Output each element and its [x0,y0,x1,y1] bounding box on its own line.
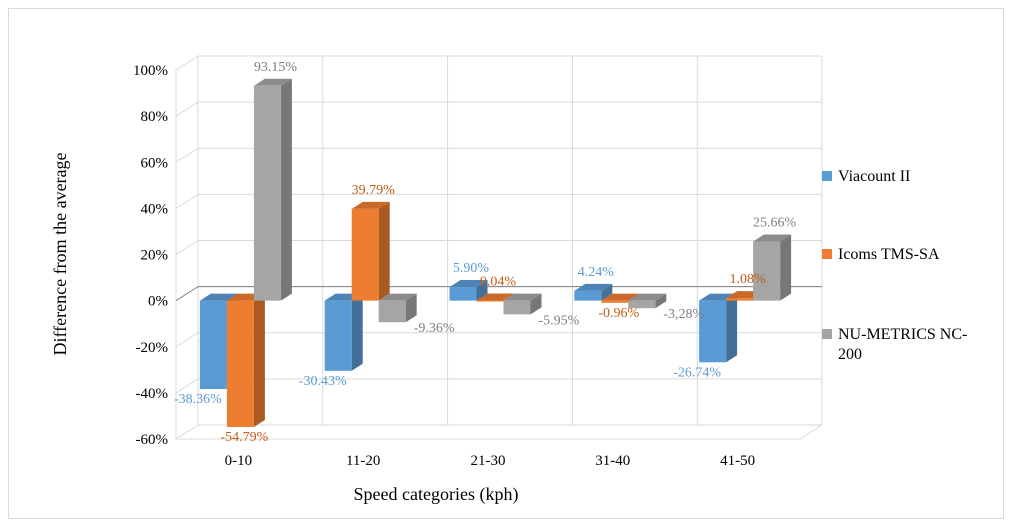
x-tick-label: 21-30 [471,453,506,469]
bar [449,287,477,301]
bar-top-face [628,293,667,301]
bar-top-face [503,293,542,301]
zero-plane-side [175,286,199,302]
bar [226,300,254,427]
side-wall-line [175,378,199,394]
x-tick-label: 41-50 [720,453,755,469]
legend-entry-label: Viacount II [838,168,910,185]
bar [726,298,754,301]
bar-side-face [601,283,613,301]
legend-entry-label: Icoms TMS-SA [838,246,940,263]
side-wall-line [175,55,199,71]
side-wall-line [175,147,199,163]
bar [324,300,352,371]
data-label: -3,28% [663,307,704,322]
y-axis-title: Difference from the average [50,152,70,355]
data-label: 39.79% [352,183,396,198]
bar [253,85,281,301]
bar-side-face [476,280,488,301]
bar-top-face [753,234,792,242]
side-wall-line [175,193,199,209]
bar-side-face [378,201,390,301]
bar [574,290,602,301]
y-tick-labels: 100% 80% 60% 40% 20% 0% -20% -40% -60% [133,63,168,448]
legend-entry-label: 200 [838,346,862,363]
side-wall-line [175,332,199,348]
data-label: 1.08% [730,272,767,287]
y-tick-label: 40% [141,201,169,217]
bar [199,300,227,390]
x-tick-label: 0-10 [225,453,253,469]
bar [699,300,727,363]
y-tick-label: -60% [136,432,169,448]
y-tick-label: 100% [133,63,168,79]
data-label: 25.66% [753,215,797,230]
y-tick-label: 20% [141,248,169,264]
bar-top-face [199,293,238,301]
data-label: 0.04% [480,275,517,290]
bar-side-face [253,293,265,427]
grid-layer [175,55,823,440]
side-wall-line [175,424,199,440]
data-label: -5.95% [539,313,580,328]
bar-top-face [476,293,515,301]
bar-top-face [253,78,292,86]
bar [753,241,781,301]
legend-swatch [822,329,832,339]
bar [601,300,629,303]
bar [628,300,656,309]
bar [351,208,379,301]
bar-top-face [574,283,613,291]
bars [199,78,792,427]
data-label: 4.24% [578,265,615,280]
data-label: -9.36% [414,321,455,336]
data-labels: -38.36% -54.79% 93.15% -30.43% 39.79% -9.36% 5… [174,60,797,445]
bar [503,300,531,315]
data-label: -0.96% [598,306,639,321]
bar-top-face [351,201,390,209]
x-tick-label: 31-40 [595,453,630,469]
floor-right-edge [799,424,823,440]
chart-frame [8,8,1004,519]
data-label: 5.90% [453,261,490,276]
y-tick-label: 60% [141,155,169,171]
bar-top-face [449,280,488,288]
bar-side-face [503,293,515,301]
bar-top-face [601,293,640,301]
data-label: 93.15% [254,60,298,75]
data-label: -54.79% [220,430,268,445]
y-tick-label: -40% [136,386,169,402]
legend-entry-label: NU-METRICS NC- [838,326,967,343]
bar-side-face [780,234,792,301]
legend-swatch [822,171,832,181]
y-tick-label: 80% [141,109,169,125]
data-label: -38.36% [174,392,222,407]
bar-side-face [726,293,738,363]
x-axis-title: Speed categories (kph) [354,484,519,505]
x-tick-label: 11-20 [346,453,380,469]
bar-side-face [655,293,667,309]
legend: Viacount II Icoms TMS-SA NU-METRICS NC- 200 [822,168,967,363]
side-wall-line [175,101,199,117]
data-label: -26.74% [673,365,721,380]
y-tick-label: 0% [148,294,168,310]
bar-side-face [280,78,292,301]
bar-side-face [530,293,542,315]
data-label: -30.43% [299,374,347,389]
bar-top-face [378,293,417,301]
bar [378,300,406,323]
y-tick-label: -20% [136,340,169,356]
bar-side-face [405,293,417,323]
x-tick-labels: 0-10 11-20 21-30 31-40 41-50 [225,453,755,469]
legend-swatch [822,249,832,259]
bar-side-face [351,293,363,371]
side-wall-line [175,240,199,255]
bar [476,300,504,302]
